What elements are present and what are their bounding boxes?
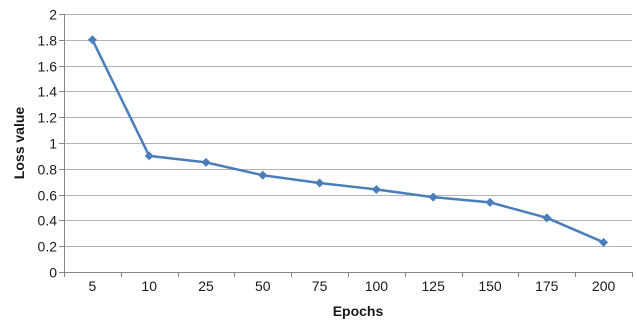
y-tick-label: 2 bbox=[49, 7, 57, 23]
data-point-marker bbox=[599, 237, 609, 247]
data-point-marker bbox=[485, 197, 495, 207]
x-axis-title: Epochs bbox=[333, 303, 384, 319]
y-tick-label: 1.6 bbox=[38, 59, 58, 75]
y-axis-tick-labels: 0 0.2 0.4 0.6 0.8 1 1.2 1.4 1.6 1.8 2 bbox=[38, 7, 58, 281]
y-axis-title: Loss value bbox=[11, 107, 27, 180]
x-tick-label: 5 bbox=[89, 278, 97, 294]
series-line-layer bbox=[91, 38, 605, 244]
data-point-marker bbox=[87, 35, 97, 45]
y-tick-label: 0 bbox=[49, 265, 57, 281]
data-point-marker bbox=[201, 157, 211, 167]
y-tick-label: 0.2 bbox=[38, 239, 58, 255]
x-axis-tick-labels: 5 10 25 50 75 100 125 150 175 200 bbox=[89, 278, 616, 294]
data-point-marker bbox=[371, 184, 381, 194]
gridlines bbox=[64, 14, 632, 247]
x-tick-label: 75 bbox=[312, 278, 328, 294]
y-tick-label: 1 bbox=[49, 136, 57, 152]
x-tick-label: 100 bbox=[365, 278, 389, 294]
data-point-marker bbox=[258, 170, 268, 180]
x-tick-label: 125 bbox=[422, 278, 446, 294]
y-tick-label: 1.8 bbox=[38, 33, 58, 49]
y-tick-label: 1.4 bbox=[38, 84, 58, 100]
y-tick-label: 0.4 bbox=[38, 213, 58, 229]
x-tick-label: 25 bbox=[198, 278, 214, 294]
series-markers bbox=[87, 35, 609, 247]
axes bbox=[59, 14, 633, 277]
x-tick-label: 50 bbox=[255, 278, 271, 294]
x-tick-label: 10 bbox=[141, 278, 157, 294]
series-line bbox=[91, 38, 605, 244]
data-point-marker bbox=[542, 213, 552, 223]
x-tick-label: 200 bbox=[592, 278, 616, 294]
x-tick-label: 175 bbox=[535, 278, 559, 294]
x-tick-label: 150 bbox=[478, 278, 502, 294]
data-point-marker bbox=[428, 192, 438, 202]
data-point-marker bbox=[144, 151, 154, 161]
y-tick-label: 0.6 bbox=[38, 188, 58, 204]
y-tick-label: 1.2 bbox=[38, 110, 58, 126]
data-point-marker bbox=[315, 178, 325, 188]
y-tick-label: 0.8 bbox=[38, 162, 58, 178]
